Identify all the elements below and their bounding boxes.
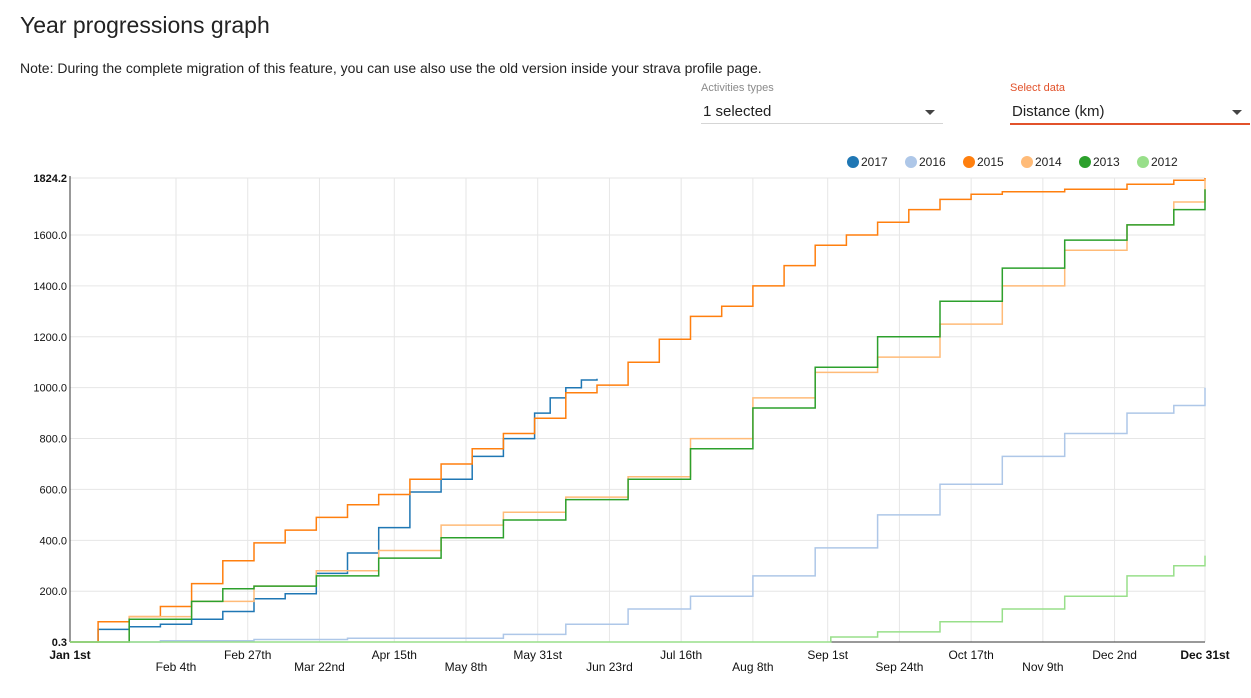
legend-item-2013[interactable]: 2013 <box>1079 155 1120 169</box>
y-tick-label: 600.0 <box>39 484 67 496</box>
legend-swatch <box>963 156 975 168</box>
legend-item-2012[interactable]: 2012 <box>1137 155 1178 169</box>
series-line-2016 <box>70 387 1206 643</box>
chevron-down-icon[interactable] <box>925 110 935 115</box>
x-tick-label: Jul 16th <box>660 648 702 662</box>
y-tick-label: 1600.0 <box>33 230 67 242</box>
x-tick-label: Dec 31st <box>1180 648 1229 662</box>
x-tick-label: Feb 4th <box>156 660 197 674</box>
x-tick-label: May 31st <box>513 648 562 662</box>
select-data-value: Distance (km) <box>1012 103 1105 120</box>
select-data-select[interactable]: Select data Distance (km) <box>1010 82 1250 125</box>
legend-swatch <box>905 156 917 168</box>
legend-label: 2012 <box>1151 155 1178 169</box>
x-tick-label: Sep 1st <box>807 648 848 662</box>
x-tick-label: Apr 15th <box>372 648 417 662</box>
legend-item-2016[interactable]: 2016 <box>905 155 946 169</box>
x-tick-label: Jan 1st <box>49 648 90 662</box>
series-line-2013 <box>70 189 1206 643</box>
legend-item-2014[interactable]: 2014 <box>1021 155 1062 169</box>
y-tick-label: 1200.0 <box>33 332 67 344</box>
activities-type-value-row[interactable]: 1 selected <box>701 97 943 124</box>
migration-note: Note: During the complete migration of t… <box>20 60 762 76</box>
legend-label: 2014 <box>1035 155 1062 169</box>
legend-swatch <box>1021 156 1033 168</box>
chevron-down-icon[interactable] <box>1232 110 1242 115</box>
chart-legend[interactable]: 2017 2016 2015 2014 2013 2012 <box>847 155 1178 169</box>
series-line-2015 <box>70 178 1206 643</box>
x-tick-label: Sep 24th <box>875 660 923 674</box>
x-tick-label: Dec 2nd <box>1092 648 1137 662</box>
y-tick-label: 800.0 <box>39 434 67 446</box>
select-data-value-row[interactable]: Distance (km) <box>1010 97 1250 125</box>
legend-swatch <box>1079 156 1091 168</box>
legend-label: 2015 <box>977 155 1004 169</box>
legend-label: 2017 <box>861 155 888 169</box>
y-tick-label: 400.0 <box>39 535 67 547</box>
legend-swatch <box>1137 156 1149 168</box>
y-tick-label: 1000.0 <box>33 383 67 395</box>
activities-type-select[interactable]: Activities types 1 selected <box>701 82 943 124</box>
x-tick-label: May 8th <box>445 660 488 674</box>
x-tick-label: Mar 22nd <box>294 660 345 674</box>
x-tick-label: Aug 8th <box>732 660 773 674</box>
legend-item-2017[interactable]: 2017 <box>847 155 888 169</box>
chart-series <box>70 178 1206 643</box>
x-tick-label: Oct 17th <box>948 648 993 662</box>
series-line-2012 <box>70 555 1206 643</box>
x-tick-label: Nov 9th <box>1022 660 1063 674</box>
x-tick-label: Feb 27th <box>224 648 271 662</box>
page-title: Year progressions graph <box>20 12 270 38</box>
select-data-label: Select data <box>1010 82 1066 94</box>
legend-item-2015[interactable]: 2015 <box>963 155 1004 169</box>
legend-label: 2016 <box>919 155 946 169</box>
x-tick-label: Jun 23rd <box>586 660 633 674</box>
legend-swatch <box>847 156 859 168</box>
activities-type-value: 1 selected <box>703 103 772 120</box>
series-line-2017 <box>70 378 598 643</box>
legend-label: 2013 <box>1093 155 1120 169</box>
y-tick-label: 0.3 <box>52 637 67 649</box>
chart-grid <box>69 177 1206 643</box>
y-tick-label: 1400.0 <box>33 281 67 293</box>
activities-type-label: Activities types <box>701 82 774 94</box>
y-tick-label: 1824.2 <box>33 173 67 185</box>
series-line-2014 <box>70 179 1206 643</box>
y-tick-label: 200.0 <box>39 586 67 598</box>
chart-axes: 0.3 200.0 400.0 600.0 800.0 1000.0 1200.0 1400.… <box>33 173 1229 674</box>
